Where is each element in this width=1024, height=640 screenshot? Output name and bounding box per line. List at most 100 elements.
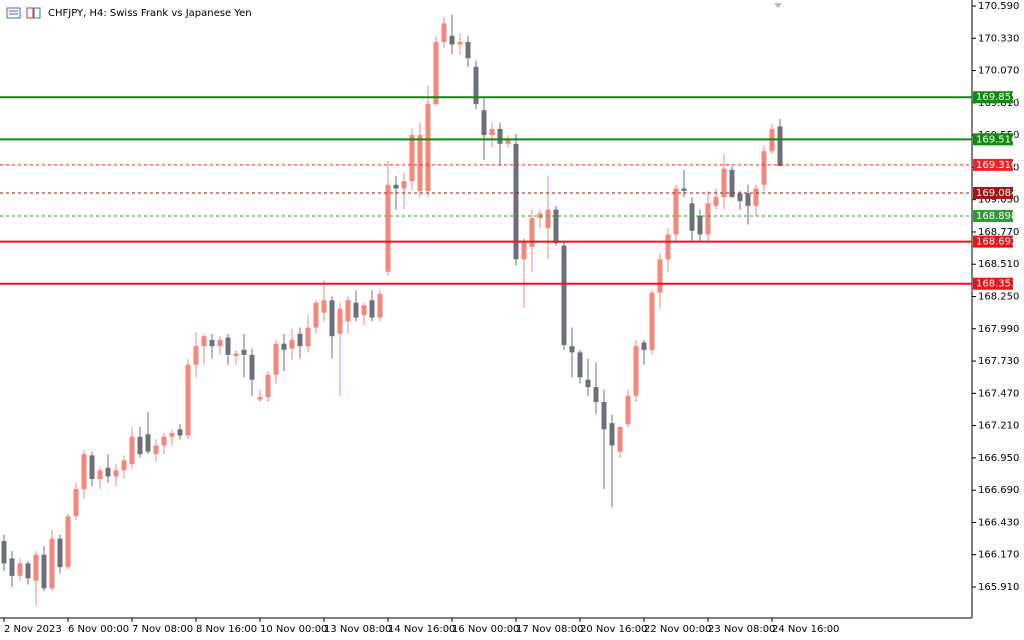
candle-body (633, 346, 639, 396)
candle-body (617, 426, 623, 452)
y-tick-label: 165.910 (978, 582, 1019, 593)
x-tick-label: 23 Nov 08:00 (708, 624, 775, 635)
price-level-label: 168.353 (976, 279, 1017, 290)
y-tick-label: 169.030 (978, 195, 1019, 206)
candle-body (721, 168, 727, 198)
candle-body (129, 436, 135, 465)
candle-body (81, 454, 87, 489)
candle-body (353, 302, 359, 318)
price-level-tag (973, 235, 1013, 248)
candle-body (625, 395, 631, 425)
candle-body (673, 188, 679, 235)
candle-body (265, 374, 271, 398)
candle-body (513, 143, 519, 260)
y-tick-label: 168.250 (978, 292, 1019, 303)
candle-body (409, 135, 415, 182)
candle-body (737, 193, 743, 201)
candle-body (377, 294, 383, 318)
candle-body (473, 66, 479, 105)
y-tick-label: 166.170 (978, 550, 1019, 561)
candle-body (417, 135, 423, 191)
candle-body (273, 343, 279, 375)
candle-body (233, 353, 239, 357)
candle-body (401, 181, 407, 189)
candle-body (9, 558, 15, 576)
candle-body (665, 234, 671, 260)
candle-body (561, 245, 567, 345)
candle-body (169, 433, 175, 437)
candle-body (585, 379, 591, 388)
price-level-label: 169.084 (976, 188, 1017, 199)
price-level-tag (973, 133, 1013, 146)
candle-body (609, 423, 615, 446)
candle-body (649, 292, 655, 350)
candle-body (201, 336, 207, 347)
candle-body (89, 455, 95, 479)
candle-body (425, 104, 431, 191)
y-tick-label: 167.990 (978, 324, 1019, 335)
candle-body (465, 42, 471, 59)
candle-body (297, 333, 303, 347)
candle-body (393, 184, 399, 189)
candle-body (289, 339, 295, 349)
candle-body (225, 337, 231, 355)
x-tick-label: 13 Nov 08:00 (324, 624, 391, 635)
candle-body (681, 188, 687, 191)
candle-body (489, 128, 495, 136)
price-level-label: 168.898 (976, 211, 1017, 222)
candle-body (145, 434, 151, 452)
x-tick-label: 6 Nov 00:00 (68, 624, 129, 635)
candle-body (313, 302, 319, 328)
candle-body (753, 188, 759, 206)
x-tick-label: 7 Nov 08:00 (132, 624, 193, 635)
candle-body (73, 488, 79, 517)
y-tick-label: 170.330 (978, 33, 1019, 44)
y-tick-label: 167.210 (978, 421, 1019, 432)
candle-body (57, 538, 63, 568)
candle-body (369, 300, 375, 318)
x-tick-label: 16 Nov 00:00 (452, 624, 519, 635)
candle-body (41, 554, 47, 589)
y-tick-label: 168.510 (978, 259, 1019, 270)
candle-body (217, 339, 223, 347)
candle-body (705, 203, 711, 235)
candle-body (97, 470, 103, 479)
candle-body (185, 364, 191, 436)
candle-body (441, 23, 447, 43)
candle-body (193, 346, 199, 365)
candle-body (137, 436, 143, 455)
candle-body (553, 209, 559, 244)
candle-body (17, 563, 23, 576)
chart-title: CHFJPY, H4: Swiss Frank vs Japanese Yen (48, 8, 252, 19)
candle-body (641, 342, 647, 350)
candle-body (257, 397, 263, 400)
x-tick-label: 10 Nov 00:00 (260, 624, 327, 635)
y-tick-label: 170.590 (978, 1, 1019, 12)
candle-body (249, 354, 255, 380)
price-level-tag (973, 277, 1013, 290)
candle-body (161, 436, 167, 446)
candle-body (1, 541, 7, 564)
icon (6, 7, 21, 19)
candle-body (105, 467, 111, 477)
shift-marker (774, 3, 782, 8)
x-tick-label: 8 Nov 16:00 (196, 624, 257, 635)
x-tick-label: 17 Nov 08:00 (516, 624, 583, 635)
candle-body (361, 305, 367, 316)
candle-body (153, 445, 159, 455)
y-tick-label: 166.950 (978, 453, 1019, 464)
candle-body (25, 563, 31, 579)
candle-body (545, 209, 551, 229)
y-tick-label: 166.430 (978, 517, 1019, 528)
price-level-tag (973, 91, 1013, 104)
candle-body (593, 387, 599, 403)
candle-body (761, 151, 767, 185)
candle-body (569, 346, 575, 353)
candle-body (177, 429, 183, 436)
candle-body (321, 300, 327, 313)
y-tick-label: 167.470 (978, 388, 1019, 399)
candle-body (337, 308, 343, 334)
candle-body (329, 300, 335, 337)
